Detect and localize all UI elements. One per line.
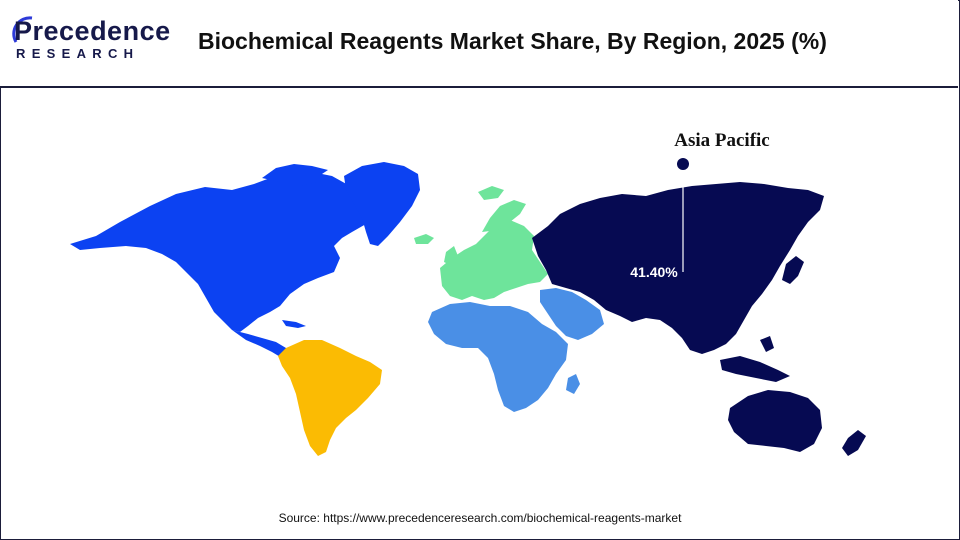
callout-region-label: Asia Pacific (674, 130, 770, 151)
region-middle-east-africa[interactable] (428, 288, 604, 412)
australia-shape (728, 390, 822, 452)
europe-shape (440, 220, 548, 300)
page-title: Biochemical Reagents Market Share, By Re… (198, 28, 827, 54)
southeast-asia-islands-shape (720, 336, 790, 382)
asia-shape (532, 182, 824, 354)
scandinavia-shape (482, 200, 526, 232)
africa-shape (428, 302, 568, 412)
greenland-shape (344, 162, 420, 246)
latin-america-shape (278, 340, 382, 456)
callout-value-label: 41.40% (630, 264, 678, 280)
region-latin-america[interactable] (278, 340, 382, 456)
caribbean-shape (282, 320, 306, 328)
world-map: Asia Pacific 41.40% (70, 130, 866, 456)
new-zealand-shape (842, 430, 866, 456)
source-note: Source: https://www.precedenceresearch.c… (278, 511, 682, 525)
logo-wordmark: Precedence (14, 16, 171, 46)
region-europe[interactable] (414, 186, 548, 300)
madagascar-shape (566, 374, 580, 394)
canada-islands-shape (262, 164, 332, 196)
logo-subtitle: RESEARCH (16, 46, 140, 61)
asia-pacific-callout: Asia Pacific 41.40% (630, 130, 770, 280)
region-asia-pacific[interactable] (532, 182, 866, 456)
japan-shape (782, 256, 804, 284)
iceland-shape (414, 234, 434, 244)
callout-marker (677, 158, 689, 170)
svalbard-shape (478, 186, 504, 200)
logo-arc-icon (12, 16, 33, 43)
region-north-america[interactable] (70, 162, 420, 358)
uk-shape (444, 246, 458, 266)
logo: Precedence RESEARCH (12, 14, 170, 66)
north-america-shape (70, 172, 372, 332)
header: Precedence RESEARCH Biochemical Reagents… (0, 0, 958, 88)
central-america-shape (232, 330, 290, 358)
middle-east-shape (540, 288, 604, 340)
